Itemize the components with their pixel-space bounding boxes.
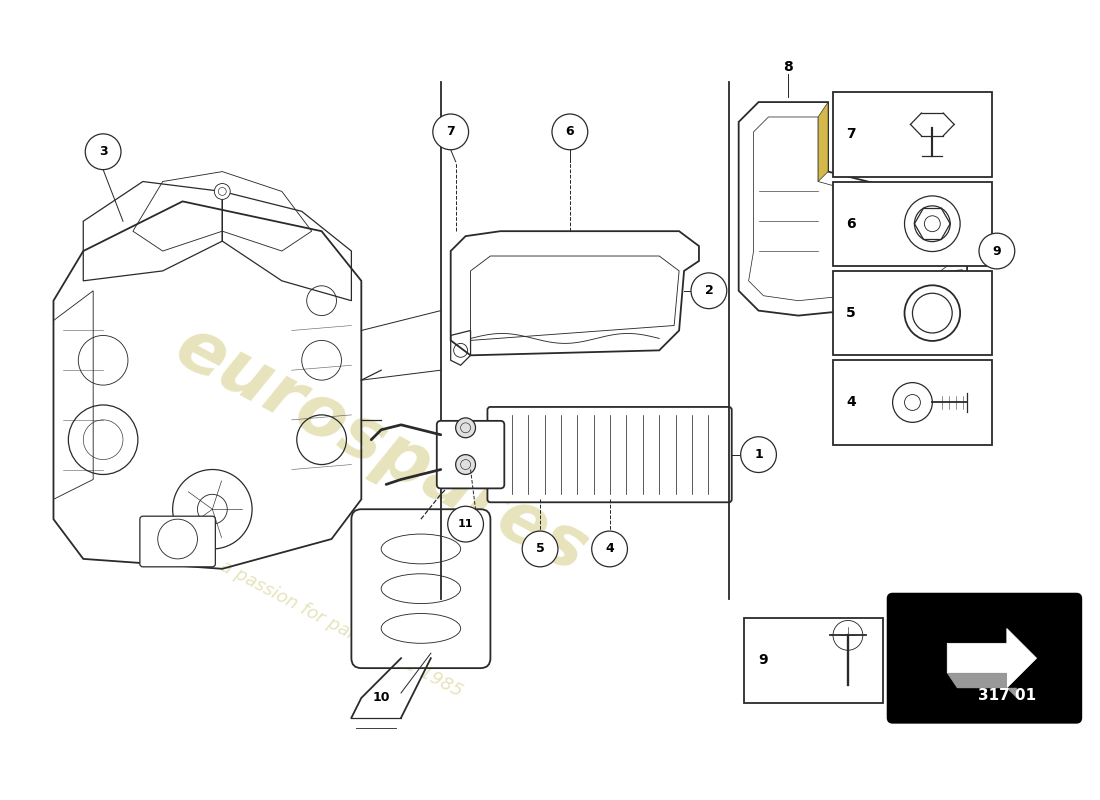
Text: 7: 7 [846,127,856,142]
Polygon shape [947,673,1016,698]
Text: 10: 10 [373,691,389,705]
Polygon shape [818,102,828,182]
Text: 11: 11 [458,519,473,529]
Text: a passion for parts since 1985: a passion for parts since 1985 [217,557,465,700]
Bar [833,182,992,266]
Circle shape [979,233,1014,269]
FancyBboxPatch shape [140,516,216,567]
Polygon shape [947,629,1036,688]
Text: 317 01: 317 01 [978,689,1036,703]
Circle shape [432,114,469,150]
Text: 4: 4 [846,395,856,410]
Bar [833,360,992,445]
Text: eurospares: eurospares [163,312,600,587]
Text: 9: 9 [992,245,1001,258]
Circle shape [455,418,475,438]
Bar [833,271,992,355]
Text: 6: 6 [846,217,856,230]
Text: 4: 4 [605,542,614,555]
FancyBboxPatch shape [487,407,732,502]
Text: 6: 6 [565,126,574,138]
Text: 2: 2 [704,284,713,298]
Circle shape [448,506,484,542]
Text: 5: 5 [846,306,856,320]
FancyBboxPatch shape [437,421,504,488]
Text: 5: 5 [536,542,544,555]
Circle shape [522,531,558,567]
Text: 9: 9 [759,653,768,667]
Text: 7: 7 [447,126,455,138]
Circle shape [552,114,587,150]
Text: 1: 1 [755,448,763,461]
Circle shape [592,531,627,567]
Text: 3: 3 [99,146,108,158]
Circle shape [455,454,475,474]
Bar [744,618,882,703]
Circle shape [214,183,230,199]
FancyBboxPatch shape [888,594,1081,722]
Circle shape [691,273,727,309]
Circle shape [86,134,121,170]
Bar [833,92,992,177]
Text: 8: 8 [783,60,793,74]
Circle shape [740,437,777,473]
FancyBboxPatch shape [351,510,491,668]
